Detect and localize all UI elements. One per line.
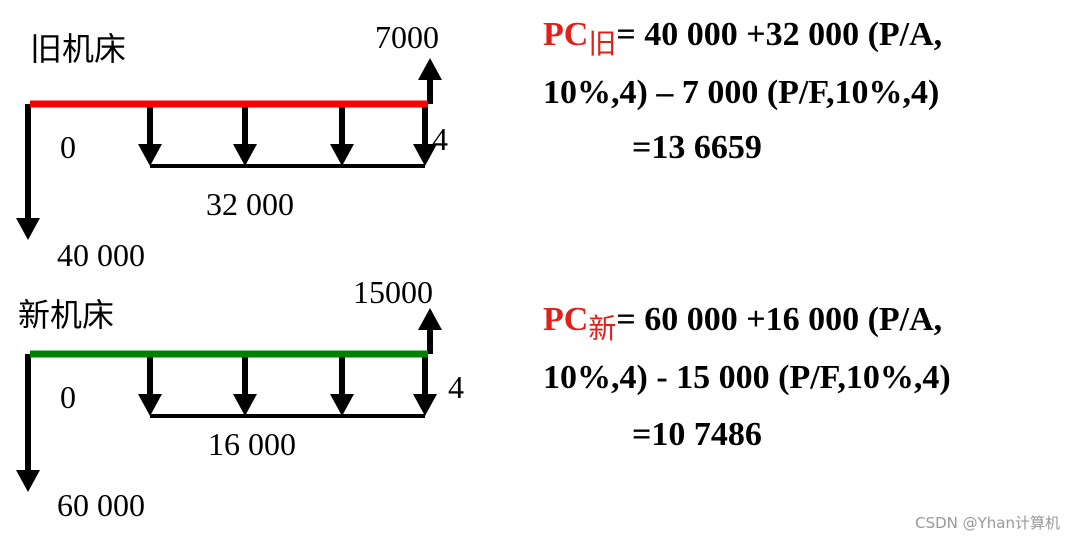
title: 新机床 — [18, 297, 114, 333]
subscript: 新 — [588, 313, 616, 345]
arrow-head — [330, 144, 354, 166]
title: 旧机床 — [30, 31, 126, 67]
arrow-head — [330, 394, 354, 416]
watermark: CSDN @Yhan计算机 — [915, 514, 1060, 532]
initial-cost: 60 000 — [57, 487, 145, 523]
arrow-head — [233, 394, 257, 416]
end-label: 4 — [448, 369, 464, 405]
arrow-head — [418, 58, 442, 80]
arrow-head — [413, 394, 437, 416]
arrow-head — [138, 394, 162, 416]
diagram-old: 旧机床 7000 0 4 32 000 40 000 PC旧= 40 000 +… — [30, 16, 942, 273]
symbol: PC — [543, 16, 588, 53]
formula-line1: PC旧= 40 000 +32 000 (P/A, — [543, 16, 942, 60]
arrow-head — [16, 218, 40, 240]
formula-line2: 10%,4) - 15 000 (P/F,10%,4) — [543, 359, 951, 396]
arrow-head — [138, 144, 162, 166]
formula-line2: 10%,4) – 7 000 (P/F,10%,4) — [543, 74, 939, 111]
start-label: 0 — [60, 379, 76, 415]
subscript: 旧 — [588, 29, 616, 60]
annual-cost: 32 000 — [206, 186, 294, 222]
symbol: PC — [543, 301, 588, 338]
formula-result: =13 6659 — [632, 129, 762, 166]
arrow-head — [418, 308, 442, 330]
arrow-head — [233, 144, 257, 166]
start-label: 0 — [60, 129, 76, 165]
formula-result: =10 7486 — [632, 416, 762, 453]
top-value: 15000 — [353, 274, 433, 310]
arrow-head — [16, 470, 40, 492]
annual-cost: 16 000 — [208, 426, 296, 462]
top-value: 7000 — [375, 19, 439, 55]
diagram-new: 新机床 15000 0 4 16 000 60 000 PC新= 60 000 … — [18, 274, 951, 523]
arrow-head — [413, 144, 437, 166]
formula-text: = 40 000 +32 000 (P/A, — [616, 16, 942, 53]
formula-line1: PC新= 60 000 +16 000 (P/A, — [543, 301, 942, 345]
end-label: 4 — [432, 121, 448, 157]
initial-cost: 40 000 — [57, 237, 145, 273]
formula-text: = 60 000 +16 000 (P/A, — [616, 301, 942, 338]
